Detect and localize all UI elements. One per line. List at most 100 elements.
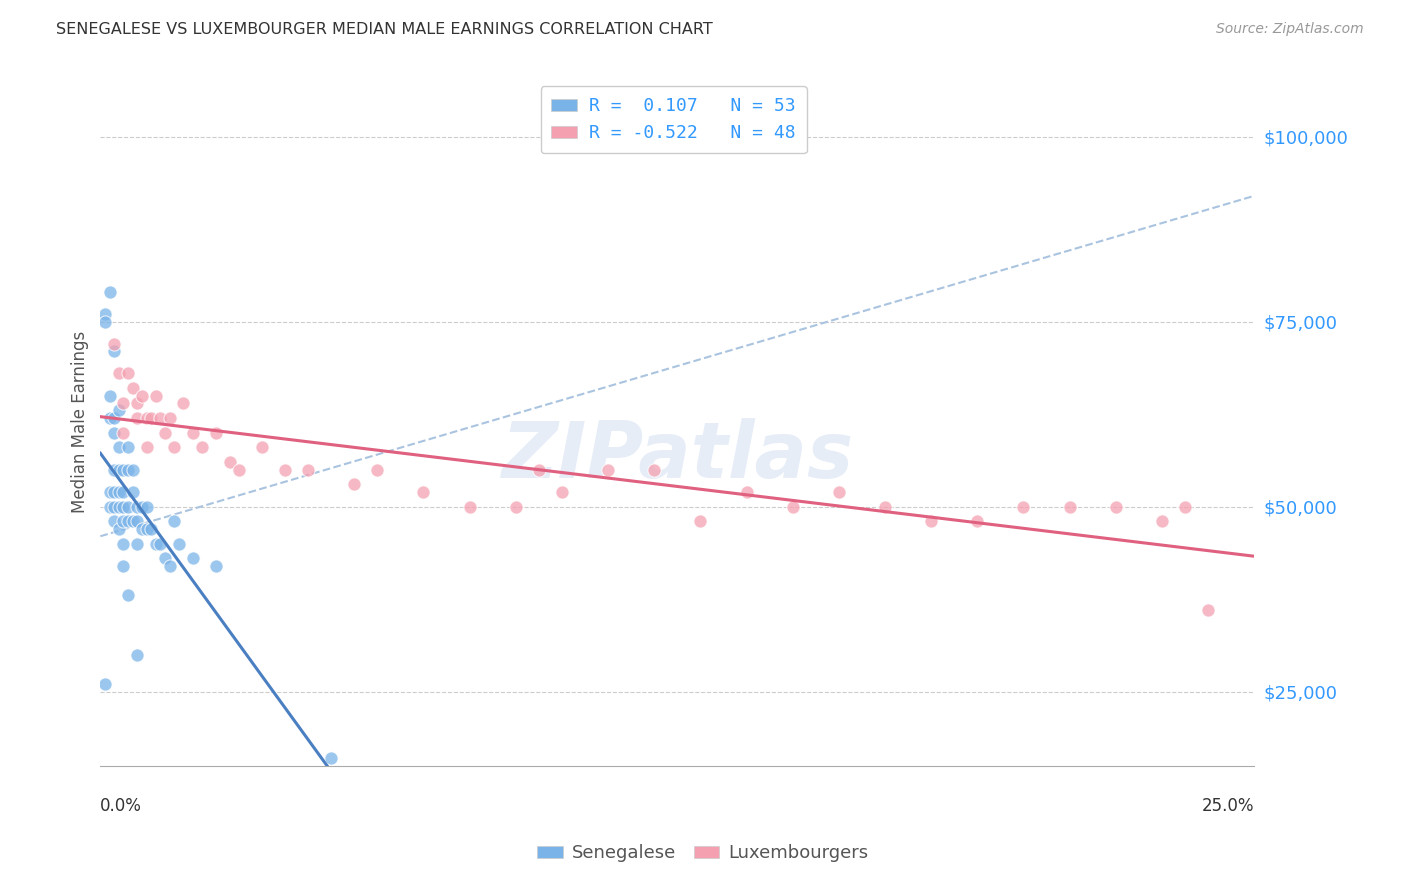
Point bbox=[98, 389, 121, 403]
Point bbox=[103, 515, 125, 529]
Point bbox=[117, 515, 139, 529]
Point bbox=[121, 515, 143, 529]
Point bbox=[131, 522, 153, 536]
Point bbox=[135, 522, 157, 536]
Point bbox=[159, 558, 181, 573]
Point bbox=[966, 515, 988, 529]
Point bbox=[98, 484, 121, 499]
Point bbox=[204, 558, 226, 573]
Text: 0.0%: 0.0% bbox=[100, 797, 142, 814]
Point bbox=[94, 307, 117, 321]
Point bbox=[412, 484, 434, 499]
Point bbox=[643, 463, 665, 477]
Point bbox=[112, 500, 135, 514]
Point bbox=[458, 500, 481, 514]
Point bbox=[112, 396, 135, 410]
Point bbox=[117, 463, 139, 477]
Point bbox=[112, 425, 135, 440]
Point bbox=[127, 500, 149, 514]
Point bbox=[167, 536, 190, 550]
Point bbox=[527, 463, 550, 477]
Point bbox=[149, 536, 172, 550]
Point bbox=[117, 500, 139, 514]
Point bbox=[153, 425, 176, 440]
Point bbox=[112, 515, 135, 529]
Point bbox=[112, 484, 135, 499]
Text: 25.0%: 25.0% bbox=[1202, 797, 1254, 814]
Text: ZIPatlas: ZIPatlas bbox=[501, 418, 853, 494]
Point bbox=[103, 344, 125, 359]
Point bbox=[117, 441, 139, 455]
Point bbox=[121, 381, 143, 395]
Point bbox=[551, 484, 574, 499]
Point bbox=[98, 410, 121, 425]
Point bbox=[159, 410, 181, 425]
Point bbox=[103, 410, 125, 425]
Point bbox=[131, 389, 153, 403]
Point bbox=[1150, 515, 1173, 529]
Point bbox=[108, 484, 131, 499]
Point bbox=[181, 551, 204, 566]
Point bbox=[1012, 500, 1035, 514]
Point bbox=[145, 536, 167, 550]
Point bbox=[117, 589, 139, 603]
Point bbox=[181, 425, 204, 440]
Point bbox=[782, 500, 804, 514]
Legend: R =  0.107   N = 53, R = -0.522   N = 48: R = 0.107 N = 53, R = -0.522 N = 48 bbox=[540, 87, 807, 153]
Point bbox=[108, 522, 131, 536]
Point bbox=[228, 463, 250, 477]
Point bbox=[127, 536, 149, 550]
Point bbox=[172, 396, 194, 410]
Text: Source: ZipAtlas.com: Source: ZipAtlas.com bbox=[1216, 22, 1364, 37]
Text: SENEGALESE VS LUXEMBOURGER MEDIAN MALE EARNINGS CORRELATION CHART: SENEGALESE VS LUXEMBOURGER MEDIAN MALE E… bbox=[56, 22, 713, 37]
Point bbox=[135, 441, 157, 455]
Point bbox=[204, 425, 226, 440]
Point bbox=[108, 403, 131, 417]
Point bbox=[596, 463, 619, 477]
Point bbox=[139, 410, 162, 425]
Point bbox=[1059, 500, 1081, 514]
Point bbox=[121, 484, 143, 499]
Point bbox=[274, 463, 297, 477]
Point bbox=[117, 367, 139, 381]
Point bbox=[689, 515, 711, 529]
Point bbox=[127, 410, 149, 425]
Point bbox=[121, 463, 143, 477]
Point bbox=[505, 500, 527, 514]
Point bbox=[1174, 500, 1197, 514]
Point bbox=[366, 463, 388, 477]
Point bbox=[103, 425, 125, 440]
Point bbox=[1105, 500, 1128, 514]
Point bbox=[145, 389, 167, 403]
Point bbox=[103, 484, 125, 499]
Point bbox=[103, 500, 125, 514]
Point bbox=[297, 463, 319, 477]
Point bbox=[191, 441, 214, 455]
Point bbox=[112, 558, 135, 573]
Point bbox=[127, 648, 149, 662]
Point bbox=[108, 463, 131, 477]
Point bbox=[163, 441, 186, 455]
Y-axis label: Median Male Earnings: Median Male Earnings bbox=[72, 330, 89, 513]
Point bbox=[112, 536, 135, 550]
Point bbox=[343, 477, 366, 491]
Point bbox=[131, 500, 153, 514]
Point bbox=[98, 285, 121, 299]
Point bbox=[149, 410, 172, 425]
Point bbox=[103, 336, 125, 351]
Point bbox=[920, 515, 942, 529]
Point bbox=[828, 484, 851, 499]
Point bbox=[163, 515, 186, 529]
Point bbox=[873, 500, 896, 514]
Point bbox=[112, 463, 135, 477]
Point bbox=[139, 522, 162, 536]
Point bbox=[153, 551, 176, 566]
Point bbox=[94, 315, 117, 329]
Point bbox=[103, 463, 125, 477]
Point bbox=[135, 500, 157, 514]
Legend: Senegalese, Luxembourgers: Senegalese, Luxembourgers bbox=[530, 838, 876, 870]
Point bbox=[135, 410, 157, 425]
Point bbox=[127, 515, 149, 529]
Point bbox=[94, 677, 117, 691]
Point bbox=[250, 441, 273, 455]
